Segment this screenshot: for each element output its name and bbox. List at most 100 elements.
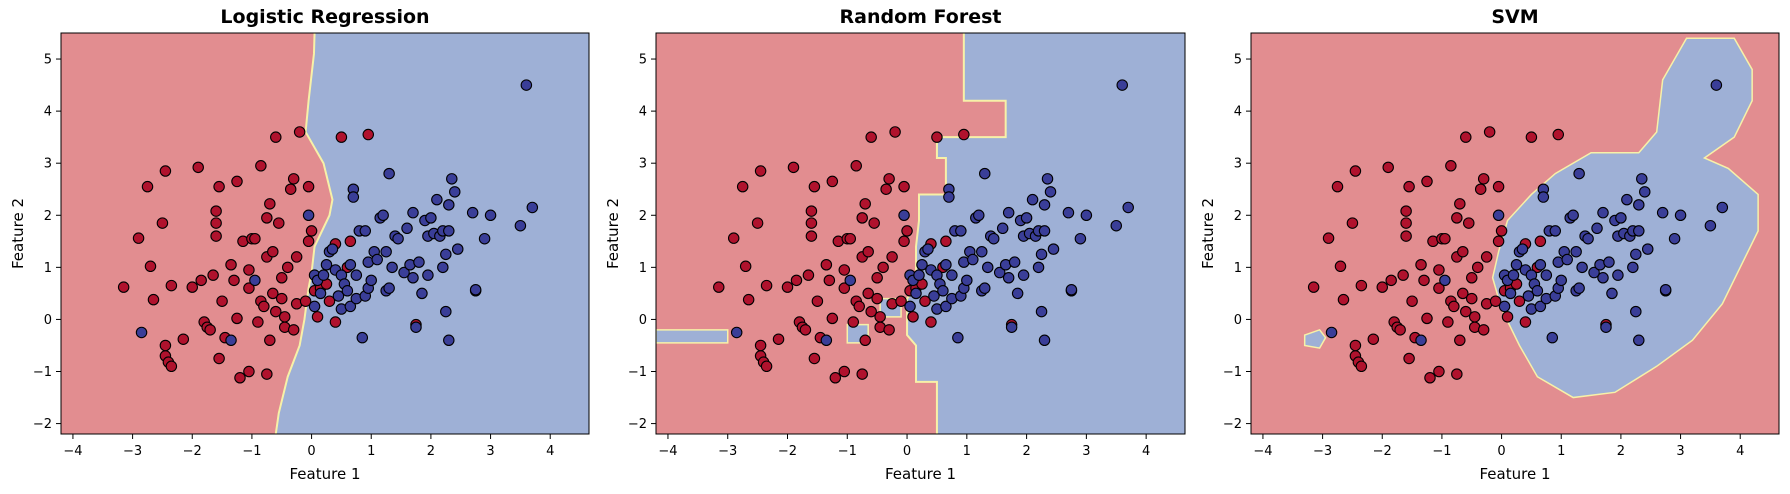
- point-class-1: [350, 269, 363, 281]
- point-class-1: [302, 209, 315, 222]
- point-class-1: [1534, 258, 1547, 271]
- point-class-0: [165, 279, 178, 292]
- point-class-0: [1457, 245, 1469, 258]
- point-class-0: [1492, 180, 1505, 193]
- point-class-0: [713, 281, 725, 293]
- point-class-1: [946, 269, 958, 281]
- point-class-0: [243, 264, 255, 276]
- point-class-1: [1674, 209, 1687, 222]
- point-class-1: [973, 209, 985, 222]
- y-tick-label: 0: [44, 313, 52, 328]
- point-class-1: [371, 253, 383, 266]
- point-class-0: [880, 183, 892, 195]
- point-class-0: [1433, 282, 1445, 294]
- point-class-0: [284, 183, 297, 195]
- point-class-0: [727, 232, 740, 244]
- point-class-1: [1591, 222, 1603, 235]
- point-class-0: [290, 251, 303, 263]
- x-tick-label: −4: [658, 444, 677, 459]
- point-class-0: [1331, 180, 1344, 193]
- point-class-0: [799, 324, 812, 336]
- point-class-0: [293, 126, 306, 138]
- point-class-0: [1483, 126, 1496, 138]
- point-class-1: [1510, 258, 1523, 271]
- point-class-0: [228, 274, 240, 287]
- point-class-1: [1546, 331, 1559, 344]
- point-class-1: [332, 290, 345, 302]
- point-class-1: [1630, 248, 1642, 261]
- point-class-0: [1460, 131, 1472, 143]
- point-class-0: [1400, 205, 1412, 217]
- point-class-0: [1403, 180, 1415, 193]
- point-class-1: [1516, 243, 1529, 255]
- point-class-1: [913, 269, 925, 281]
- point-class-0: [1501, 311, 1514, 323]
- point-class-1: [1507, 269, 1520, 281]
- point-class-0: [901, 225, 913, 237]
- point-class-0: [1367, 333, 1380, 345]
- point-class-1: [392, 232, 404, 245]
- point-class-0: [344, 235, 357, 248]
- point-class-0: [811, 295, 824, 307]
- point-class-1: [928, 290, 940, 302]
- point-class-1: [910, 287, 922, 300]
- x-tick-label: −3: [718, 444, 737, 459]
- point-class-0: [895, 295, 907, 307]
- point-class-0: [159, 165, 172, 177]
- point-class-0: [264, 334, 276, 347]
- point-class-0: [868, 217, 880, 229]
- point-class-0: [144, 260, 157, 273]
- y-tick-label: 0: [639, 313, 647, 328]
- chart-title: Logistic Regression: [220, 6, 429, 28]
- point-class-0: [273, 217, 285, 229]
- point-class-0: [275, 272, 288, 284]
- point-class-1: [1555, 274, 1567, 287]
- point-class-0: [1382, 161, 1394, 174]
- point-class-1: [1603, 256, 1615, 268]
- point-class-1: [308, 300, 321, 313]
- point-class-1: [1044, 186, 1057, 198]
- point-class-1: [1668, 232, 1681, 245]
- panel-1: −4 −3 −2 −1 0 1 2 3 4 −2 −1 0 1 2 3 4 5 Logistic Regressi…: [9, 6, 590, 483]
- point-class-0: [132, 232, 145, 244]
- point-class-0: [844, 232, 857, 245]
- point-class-0: [1346, 217, 1359, 229]
- point-class-0: [1477, 173, 1490, 185]
- point-class-1: [1537, 191, 1550, 203]
- point-class-0: [877, 261, 889, 274]
- point-class-0: [249, 232, 261, 245]
- point-class-1: [1621, 193, 1633, 206]
- point-class-0: [808, 352, 821, 365]
- point-class-0: [1454, 198, 1466, 210]
- point-class-0: [886, 251, 898, 263]
- point-class-0: [898, 180, 910, 193]
- panel-3: −4 −3 −2 −1 0 1 2 3 4 −2 −1 0 1 2 3 4 5 SVM Feature 1 Featu…: [1199, 6, 1780, 483]
- point-class-1: [466, 206, 479, 219]
- point-class-1: [443, 334, 455, 347]
- point-class-1: [440, 248, 452, 261]
- point-class-0: [117, 281, 130, 293]
- x-tick-label: −4: [63, 444, 82, 459]
- point-class-0: [210, 217, 222, 229]
- point-class-1: [1570, 245, 1582, 258]
- point-class-0: [231, 312, 243, 325]
- decision-boundary: [906, 33, 1007, 434]
- point-class-0: [826, 312, 839, 325]
- point-class-1: [1008, 256, 1021, 268]
- point-class-0: [210, 205, 222, 217]
- point-class-0: [323, 295, 336, 307]
- scatter-points: [1307, 79, 1729, 384]
- y-axis-label: Feature 2: [1199, 198, 1217, 269]
- point-class-0: [302, 180, 315, 193]
- scatter-points: [713, 79, 1134, 384]
- point-class-1: [940, 300, 952, 313]
- point-class-1: [407, 206, 419, 219]
- point-class-0: [165, 360, 178, 373]
- point-class-1: [1439, 274, 1451, 287]
- y-tick-label: 0: [1234, 313, 1242, 328]
- point-class-0: [1474, 183, 1487, 195]
- point-class-1: [1549, 225, 1562, 237]
- point-class-0: [275, 292, 288, 305]
- point-class-0: [871, 292, 883, 305]
- point-class-1: [996, 222, 1009, 235]
